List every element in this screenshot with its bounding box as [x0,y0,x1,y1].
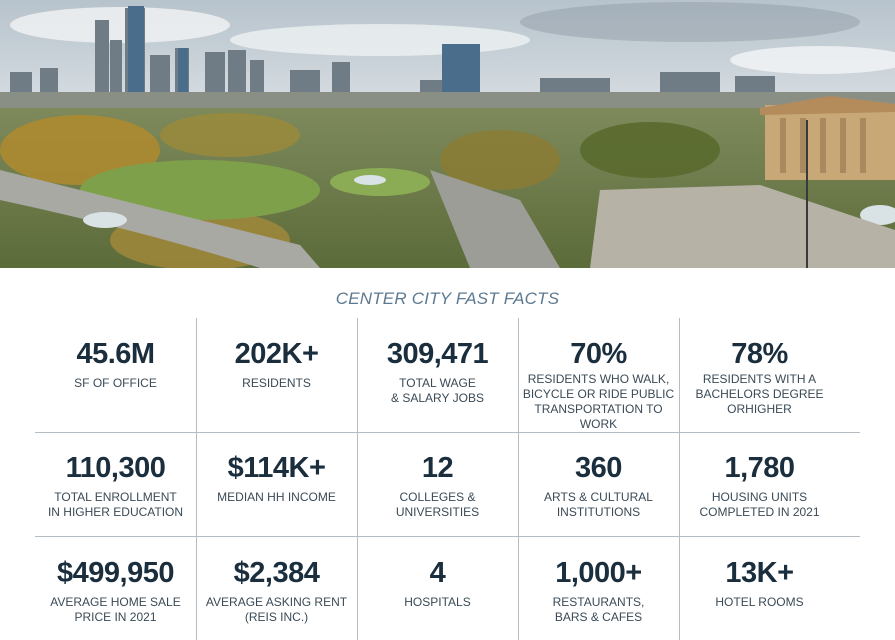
grid-divider-vertical [357,318,358,640]
fact-cell-commute: 70% RESIDENTS WHO WALK, BICYCLE OR RIDE … [518,340,679,432]
fact-value: $499,950 [57,557,174,589]
fact-cell-rent: $2,384 AVERAGE ASKING RENT (REIS INC.) [196,559,357,625]
fact-cell-home-price: $499,950 AVERAGE HOME SALE PRICE IN 2021 [35,559,196,625]
fact-label: TOTAL WAGE & SALARY JOBS [391,376,484,405]
fact-cell-colleges: 12 COLLEGES & UNIVERSITIES [357,454,518,520]
fact-value: 202K+ [234,338,319,370]
fact-value: 309,471 [386,338,489,370]
fact-label: AVERAGE ASKING RENT (REIS INC.) [205,595,348,624]
fact-value: 4 [429,557,446,589]
grid-divider-horizontal [35,432,860,433]
fact-value: 12 [421,452,454,484]
fact-value: 1,000+ [555,557,642,589]
fact-cell-restaurants: 1,000+ RESTAURANTS, BARS & CAFES [518,559,679,625]
fact-value: 70% [570,338,627,370]
fact-label: RESIDENTS WITH A BACHELORS DEGREE ORHIGH… [695,372,824,416]
fact-cell-income: $114K+ MEDIAN HH INCOME [196,454,357,505]
section-title: CENTER CITY FAST FACTS [335,289,560,308]
fact-cell-enrollment: 110,300 TOTAL ENROLLMENT IN HIGHER EDUCA… [35,454,196,520]
fact-label: ARTS & CULTURAL INSTITUTIONS [544,490,653,519]
fact-value: 360 [575,452,622,484]
fact-value: 78% [731,338,788,370]
fact-cell-education: 78% RESIDENTS WITH A BACHELORS DEGREE OR… [679,340,840,417]
fact-label: HOSPITALS [404,595,471,609]
fact-label: SF OF OFFICE [74,376,157,390]
fact-label: HOTEL ROOMS [715,595,804,609]
fact-value: $2,384 [233,557,320,589]
grid-divider-horizontal [35,536,860,537]
fact-label: RESTAURANTS, BARS & CAFES [552,595,645,624]
fact-value: 1,780 [724,452,795,484]
fact-label: RESIDENTS WHO WALK, BICYCLE OR RIDE PUBL… [522,372,675,431]
fact-label: TOTAL ENROLLMENT IN HIGHER EDUCATION [47,490,184,519]
fact-cell-hotel-rooms: 13K+ HOTEL ROOMS [679,559,840,610]
grid-divider-vertical [679,318,680,640]
fact-cell-housing: 1,780 HOUSING UNITS COMPLETED IN 2021 [679,454,840,520]
fact-label: HOUSING UNITS COMPLETED IN 2021 [699,490,820,519]
fact-value: 13K+ [725,557,794,589]
fact-cell-residents: 202K+ RESIDENTS [196,340,357,391]
grid-divider-vertical [518,318,519,640]
fact-cell-jobs: 309,471 TOTAL WAGE & SALARY JOBS [357,340,518,406]
fact-label: RESIDENTS [242,376,311,390]
fact-label: MEDIAN HH INCOME [217,490,336,504]
fact-cell-arts: 360 ARTS & CULTURAL INSTITUTIONS [518,454,679,520]
hero-city-photo [0,0,895,268]
grid-divider-vertical [196,318,197,640]
fact-label: AVERAGE HOME SALE PRICE IN 2021 [50,595,181,624]
fact-cell-office-space: 45.6M SF OF OFFICE [35,340,196,391]
facts-grid: 45.6M SF OF OFFICE 202K+ RESIDENTS 309,4… [35,318,860,640]
fact-label: COLLEGES & UNIVERSITIES [395,490,480,519]
fact-value: $114K+ [227,452,326,484]
fact-value: 45.6M [76,338,155,370]
fact-value: 110,300 [65,452,166,484]
fact-cell-hospitals: 4 HOSPITALS [357,559,518,610]
city-skyline-illustration [0,0,895,268]
